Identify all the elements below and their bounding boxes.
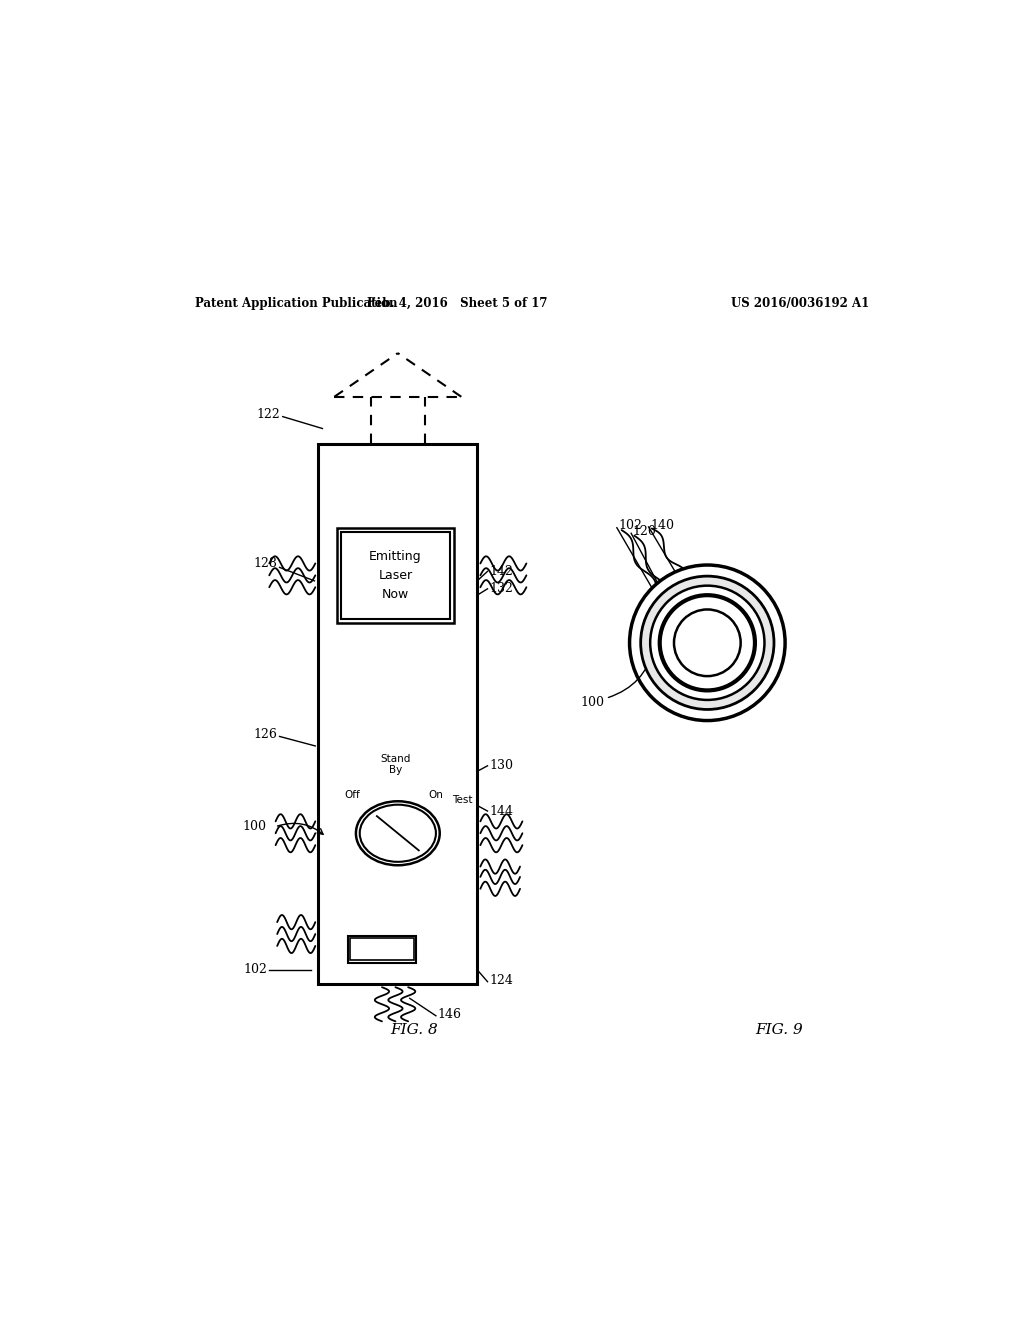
Text: 146: 146 [437, 1007, 462, 1020]
Ellipse shape [359, 805, 436, 862]
Text: 140: 140 [650, 519, 674, 532]
Bar [337, 528, 455, 623]
Circle shape [630, 565, 785, 721]
Text: On: On [428, 789, 443, 800]
Circle shape [641, 576, 774, 709]
Text: US 2016/0036192 A1: US 2016/0036192 A1 [731, 297, 869, 310]
Text: FIG. 9: FIG. 9 [755, 1023, 803, 1038]
Text: 124: 124 [489, 974, 513, 986]
Text: Emitting
Laser
Now: Emitting Laser Now [369, 550, 422, 601]
Circle shape [650, 586, 765, 700]
Bar [318, 445, 477, 983]
Text: FIG. 8: FIG. 8 [390, 1023, 437, 1038]
Text: 102: 102 [618, 519, 642, 532]
Text: 130: 130 [489, 759, 513, 772]
Circle shape [659, 595, 755, 690]
Text: Off: Off [344, 789, 359, 800]
Text: 120: 120 [633, 525, 656, 539]
Text: Feb. 4, 2016   Sheet 5 of 17: Feb. 4, 2016 Sheet 5 of 17 [367, 297, 548, 310]
Text: 144: 144 [489, 804, 513, 817]
Bar [350, 939, 414, 960]
Text: Test: Test [452, 795, 472, 805]
Text: 100: 100 [581, 696, 604, 709]
Text: 128: 128 [253, 557, 278, 570]
Bar [348, 936, 416, 962]
Text: 102: 102 [243, 964, 267, 977]
Ellipse shape [356, 801, 439, 865]
Text: 122: 122 [257, 408, 281, 421]
Text: Patent Application Publication: Patent Application Publication [196, 297, 398, 310]
Text: Stand
By: Stand By [380, 754, 411, 775]
Circle shape [674, 610, 740, 676]
Text: 126: 126 [253, 727, 278, 741]
Text: 100: 100 [243, 821, 267, 833]
Bar [341, 532, 451, 619]
Text: 132: 132 [489, 582, 513, 595]
Text: 142: 142 [489, 565, 513, 578]
